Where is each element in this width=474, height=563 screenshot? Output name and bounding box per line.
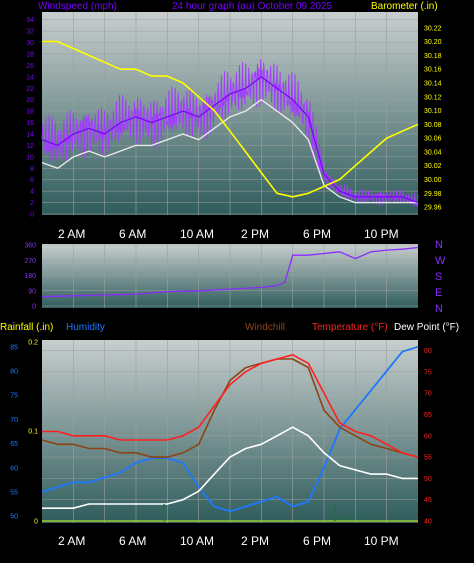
barometer-tick-label: 30.10 (424, 108, 442, 115)
temperature-axis-label: Temperature (°F) (312, 322, 388, 333)
rainfall-tick-label: 0 (34, 519, 38, 526)
windspeed-tick-label: 30 (26, 40, 34, 47)
humidity-tick-label: 70 (10, 417, 18, 424)
rainfall-tick-label: 0.1 (28, 429, 38, 436)
temperature-tick-label: 75 (424, 369, 432, 376)
dewpoint-line (42, 426, 418, 509)
time-label-2am-bottom: 2 AM (58, 534, 85, 548)
humidity-tick-label: 65 (10, 441, 18, 448)
time-label-2am: 2 AM (58, 227, 85, 241)
temperature-tick-label: 65 (424, 412, 432, 419)
barometer-tick-label: 30.20 (424, 39, 442, 46)
direction-tick-label: 0 (32, 304, 36, 311)
temperature-line (42, 354, 419, 458)
temperature-tick-label: 55 (424, 455, 432, 462)
barometer-tick-label: 29.98 (424, 191, 442, 198)
direction-letter-w: W (435, 255, 446, 267)
moonrise-label: MoonRise (337, 513, 374, 522)
time-label-10am-bottom: 10 AM (180, 534, 214, 548)
temperature-tick-label: 40 (424, 519, 432, 526)
humidity-axis-label: Humidity (66, 322, 105, 333)
windspeed-tick-label: 12 (26, 143, 34, 150)
humidity-line (41, 345, 419, 513)
direction-letter-n-bottom: N (435, 303, 443, 315)
temperature-tick-label: 45 (424, 497, 432, 504)
rainfall-axis-label: Rainfall (.in) (0, 322, 53, 333)
windchill-line (41, 358, 419, 458)
time-axis-top: 2 AM 6 AM 10 AM 2 PM 6 PM 10 PM (58, 227, 399, 241)
barometer-tick-label: 30.04 (424, 149, 442, 156)
barometer-tick-label: 30.06 (424, 136, 442, 143)
wind-average-line (41, 99, 418, 204)
windspeed-tick-label: 26 (26, 63, 34, 70)
barometer-tick-label: 30.16 (424, 67, 442, 74)
windspeed-line (41, 76, 419, 204)
direction-tick-label: 360 (24, 243, 36, 250)
windspeed-tick-label: 28 (26, 52, 34, 59)
barometer-tick-label: 30.22 (424, 25, 442, 32)
barometer-tick-label: 30.02 (424, 163, 442, 170)
humidity-tick-label: 60 (10, 465, 18, 472)
barometer-tick-label: 30.08 (424, 122, 442, 129)
barometer-tick-label: 30.18 (424, 53, 442, 60)
time-label-6am: 6 AM (119, 227, 146, 241)
humidity-tick-label: 50 (10, 514, 18, 521)
time-label-10pm: 10 PM (364, 227, 399, 241)
windchill-legend-label: Windchill (245, 322, 285, 333)
windspeed-tick-label: 0 (30, 212, 34, 219)
axis-ticks: 024681012141618202224262830323429.9629.9… (10, 17, 441, 525)
barometer-tick-label: 29.96 (424, 205, 442, 212)
direction-tick-label: 90 (28, 288, 36, 295)
direction-letters: N W S E N (435, 239, 446, 315)
windspeed-tick-label: 16 (26, 120, 34, 127)
wind-gust-trace (41, 59, 419, 208)
direction-letter-n-top: N (435, 239, 443, 251)
time-axis-bottom: 2 AM 6 AM 10 AM 2 PM 6 PM 10 PM (58, 534, 399, 548)
time-label-10am: 10 AM (180, 227, 214, 241)
windspeed-tick-label: 6 (30, 177, 34, 184)
barometer-axis-label: Barometer (.in) (371, 1, 438, 12)
direction-tick-label: 180 (24, 273, 36, 280)
windspeed-tick-label: 18 (26, 109, 34, 116)
wind-direction-line (41, 246, 419, 298)
rainfall-tick-label: 0.2 (28, 340, 38, 347)
windspeed-tick-label: 4 (30, 189, 34, 196)
time-label-2pm: 2 PM (241, 227, 269, 241)
humidity-tick-label: 85 (10, 344, 18, 351)
direction-tick-label: 270 (24, 258, 36, 265)
barometer-tick-label: 30.12 (424, 94, 442, 101)
direction-letter-e: E (435, 287, 442, 299)
temperature-tick-label: 80 (424, 348, 432, 355)
windspeed-tick-label: 8 (30, 166, 34, 173)
windspeed-tick-label: 14 (26, 132, 34, 139)
temperature-tick-label: 70 (424, 391, 432, 398)
dewpoint-legend-label: Dew Point (°F) (394, 322, 459, 333)
windspeed-tick-label: 34 (26, 17, 34, 24)
windspeed-axis-label: Windspeed (mph) (38, 1, 117, 12)
direction-letter-s: S (435, 271, 442, 283)
humidity-tick-label: 55 (10, 489, 18, 496)
windspeed-tick-label: 32 (26, 29, 34, 36)
graph-title: 24 hour graph (au) October 09 2025 (172, 1, 333, 12)
barometer-tick-label: 30.00 (424, 177, 442, 184)
windspeed-tick-label: 10 (26, 154, 34, 161)
time-label-6pm: 6 PM (303, 227, 331, 241)
windspeed-tick-label: 22 (26, 86, 34, 93)
humidity-tick-label: 75 (10, 393, 18, 400)
temperature-tick-label: 50 (424, 476, 432, 483)
time-label-2pm-bottom: 2 PM (241, 534, 269, 548)
time-label-10pm-bottom: 10 PM (364, 534, 399, 548)
barometer-tick-label: 30.14 (424, 80, 442, 87)
temperature-tick-label: 60 (424, 433, 432, 440)
time-label-6pm-bottom: 6 PM (303, 534, 331, 548)
windspeed-tick-label: 20 (26, 97, 34, 104)
humidity-tick-label: 80 (10, 369, 18, 376)
windspeed-tick-label: 2 (30, 200, 34, 207)
time-label-6am-bottom: 6 AM (119, 534, 146, 548)
series-lines (41, 40, 419, 513)
windspeed-tick-label: 24 (26, 74, 34, 81)
barometer-line (42, 40, 419, 198)
